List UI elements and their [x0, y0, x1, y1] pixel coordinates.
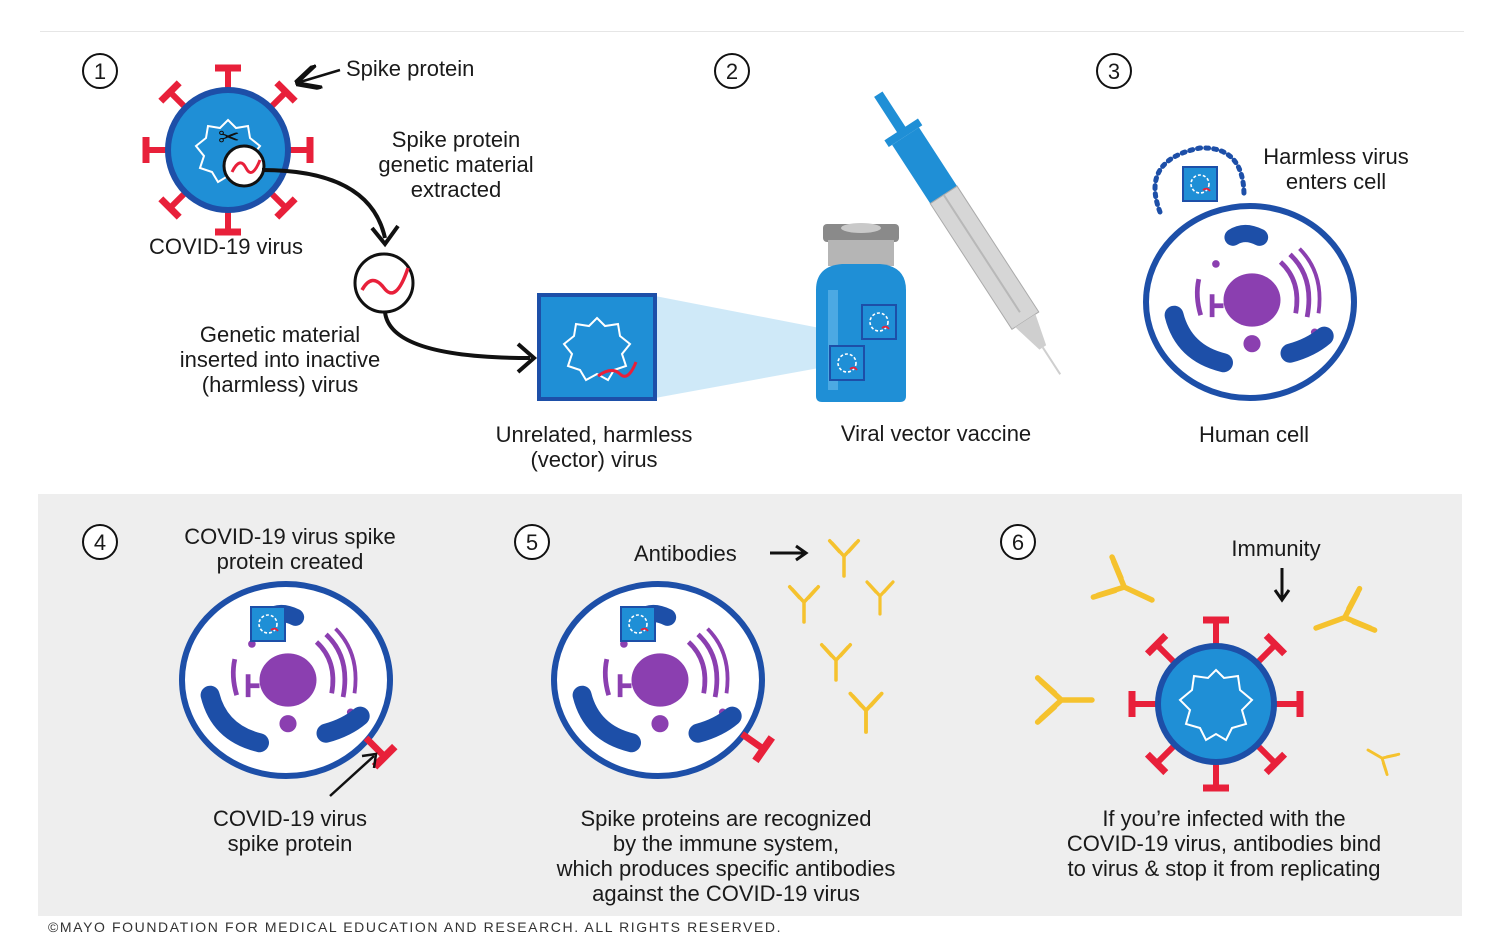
recognized-label-line-2: by the immune system,	[613, 831, 839, 856]
top-divider	[40, 31, 1464, 32]
immune-cell-icon	[551, 581, 772, 779]
insert-arrow	[383, 311, 531, 360]
genetic-material-icon	[353, 252, 415, 314]
vaccine-vial-icon	[816, 223, 906, 402]
spike-protein-label: Spike protein	[346, 56, 474, 81]
svg-text:5: 5	[526, 530, 538, 555]
recognized-label-line-3: which produces specific antibodies	[556, 856, 896, 881]
created-label-line-1: COVID-19 virus spike	[184, 524, 396, 549]
infected-label-line-1: If you’re infected with the	[1102, 806, 1345, 831]
scissors-icon: ✂	[218, 122, 240, 152]
extracted-label-line-2: genetic material	[378, 152, 533, 177]
cell-with-spike-icon	[179, 581, 395, 779]
covid-virus-label: COVID-19 virus	[149, 234, 303, 259]
infected-label-line-3: to virus & stop it from replicating	[1067, 856, 1380, 881]
extracted-label-line-1: Spike protein	[392, 127, 520, 152]
spike-label-line-1: COVID-19 virus	[213, 806, 367, 831]
copyright-footer: ©MAYO FOUNDATION FOR MEDICAL EDUCATION A…	[48, 919, 783, 935]
human-cell-label: Human cell	[1199, 422, 1309, 447]
recognized-label-line-4: against the COVID-19 virus	[592, 881, 860, 906]
svg-text:6: 6	[1012, 530, 1024, 555]
human-cell-entry-icon	[1143, 145, 1357, 401]
enters-label-line-1: Harmless virus	[1263, 144, 1408, 169]
extracted-label-line-3: extracted	[411, 177, 502, 202]
svg-text:2: 2	[726, 59, 738, 84]
step-6-marker: 6	[1000, 524, 1036, 560]
vector-virus-icon	[537, 293, 657, 401]
infected-label-line-2: COVID-19 virus, antibodies bind	[1067, 831, 1381, 856]
recognized-label-line-1: Spike proteins are recognized	[580, 806, 871, 831]
svg-text:1: 1	[94, 59, 106, 84]
spike-pointer-arrow	[300, 70, 341, 82]
step-5-marker: 5	[514, 524, 550, 560]
immunity-label: Immunity	[1231, 536, 1320, 561]
extract-arrow	[261, 168, 387, 239]
inserted-label-line-2: inserted into inactive	[180, 347, 381, 372]
syringe-icon	[874, 91, 1062, 375]
created-label-line-2: protein created	[217, 549, 364, 574]
vector-label-line-2: (vector) virus	[530, 447, 657, 472]
svg-text:4: 4	[94, 530, 106, 555]
covid-virus-icon: ✂	[146, 68, 310, 232]
inserted-label-line-3: (harmless) virus	[202, 372, 358, 397]
spike-label-line-2: spike protein	[228, 831, 353, 856]
vector-label-line-1: Unrelated, harmless	[496, 422, 693, 447]
enters-label-line-2: enters cell	[1286, 169, 1386, 194]
inserted-label-line-1: Genetic material	[200, 322, 360, 347]
antibody-cluster-icon	[787, 539, 895, 734]
svg-text:3: 3	[1108, 59, 1120, 84]
footer-strip	[38, 916, 1462, 928]
neutralized-virus-icon	[1132, 620, 1300, 788]
magnify-beam	[655, 296, 830, 398]
step-2-marker: 2	[714, 53, 750, 89]
step-3-marker: 3	[1096, 53, 1132, 89]
antibodies-label: Antibodies	[634, 541, 737, 566]
spike-pointer-arrow-2	[329, 755, 375, 797]
vaccine-label: Viral vector vaccine	[841, 421, 1031, 446]
step-1-marker: 1	[82, 53, 118, 89]
step-4-marker: 4	[82, 524, 118, 560]
